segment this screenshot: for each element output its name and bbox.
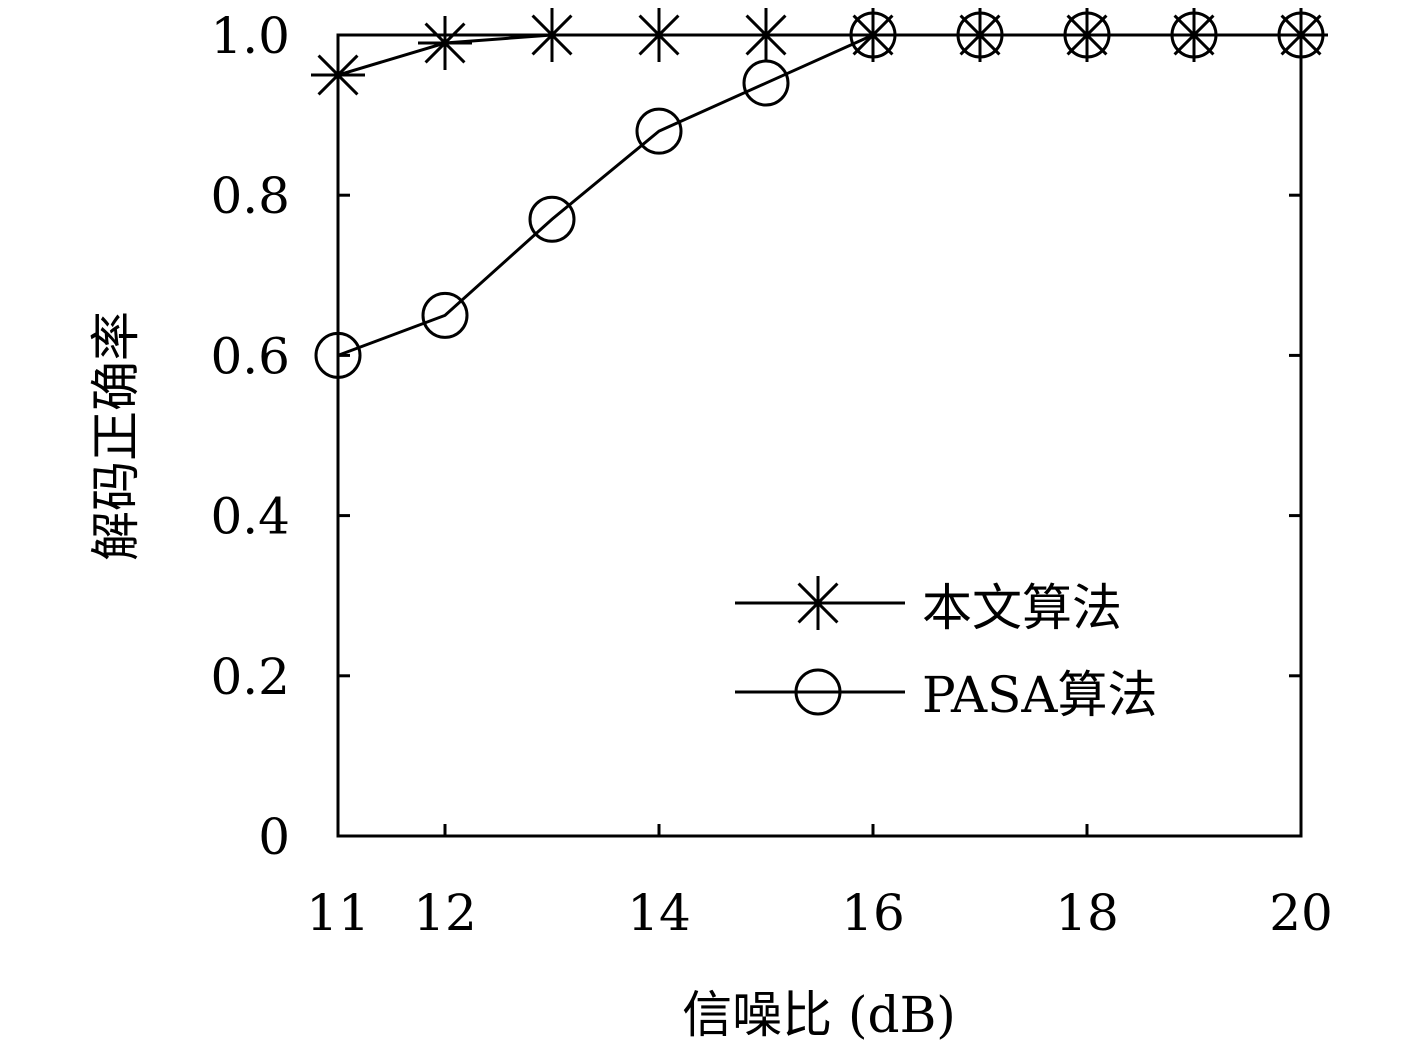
- point-circle: [742, 59, 790, 107]
- y-tick-label: 1.0: [210, 7, 290, 65]
- x-tick-label: 14: [627, 884, 691, 942]
- x-tick-label: 16: [841, 884, 905, 942]
- y-tick-label: 0.2: [210, 648, 290, 706]
- legend-marker-circle-icon: [794, 668, 842, 716]
- plot-frame: [336, 33, 1303, 838]
- point-circle: [528, 195, 576, 243]
- x-axis-label: 信噪比 (dB): [682, 986, 956, 1044]
- y-tick-label: 0.8: [210, 167, 290, 225]
- legend-marker-asterisk-icon: [791, 576, 845, 630]
- point-circle: [421, 291, 469, 339]
- series-line: [337, 33, 1301, 77]
- x-tick-label: 20: [1269, 884, 1333, 942]
- x-tick-label: 18: [1055, 884, 1119, 942]
- y-tick-label: 0: [258, 808, 290, 866]
- legend-label-1: 本文算法: [922, 579, 1122, 637]
- x-tick-label: 12: [413, 884, 477, 942]
- y-tick-label: 0.4: [210, 488, 290, 546]
- legend: 本文算法 PASA算法: [735, 576, 1158, 724]
- ticks-layer: 11 12 14 16 18 20 0 0.2 0.4 0.6 0.8 1.0: [210, 7, 1332, 942]
- legend-label-2: PASA算法: [922, 666, 1158, 724]
- series-layer: [311, 8, 1328, 379]
- series-line: [337, 33, 1301, 357]
- point-circle: [635, 107, 683, 155]
- x-tick-label: 11: [306, 884, 370, 942]
- y-axis-label: 解码正确率: [87, 311, 145, 561]
- y-tick-label: 0.6: [210, 327, 290, 385]
